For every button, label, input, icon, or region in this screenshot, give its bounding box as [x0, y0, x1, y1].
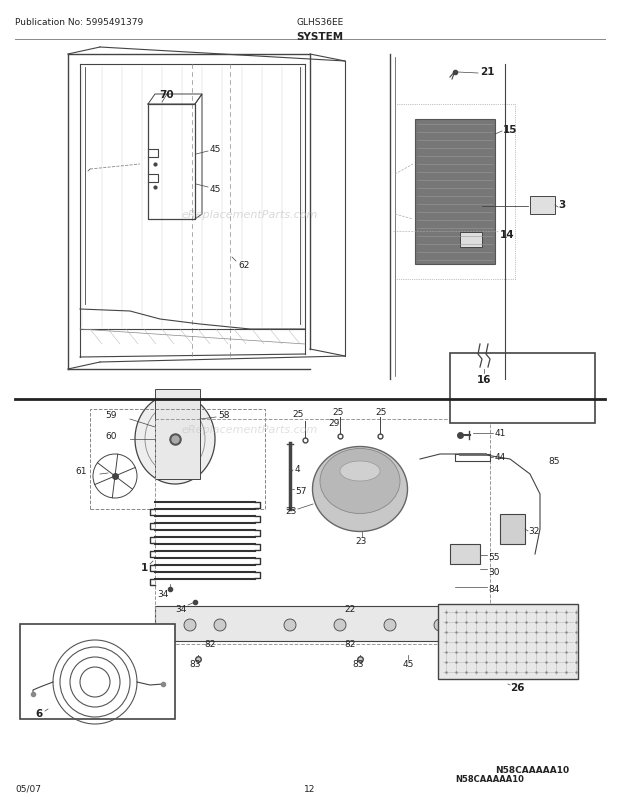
Text: Publication No: 5995491379: Publication No: 5995491379	[15, 18, 143, 27]
Text: 70: 70	[160, 90, 174, 100]
Bar	[460, 233, 482, 248]
Text: 61: 61	[75, 467, 87, 476]
Text: 44: 44	[495, 453, 507, 462]
Text: 12: 12	[304, 784, 316, 793]
Circle shape	[334, 619, 346, 631]
Bar	[415, 119, 495, 265]
Text: 29: 29	[329, 419, 340, 427]
Text: 25: 25	[332, 407, 343, 416]
Text: 58: 58	[218, 411, 229, 420]
Bar	[155, 390, 200, 480]
Circle shape	[434, 619, 446, 631]
Text: 83: 83	[352, 660, 364, 669]
Text: GLHS36EE: GLHS36EE	[296, 18, 343, 27]
Bar	[90, 410, 265, 509]
Text: 15: 15	[503, 125, 518, 135]
Text: 30: 30	[488, 568, 500, 577]
Text: 41: 41	[495, 429, 507, 438]
Text: N58CAAAAA10: N58CAAAAA10	[495, 765, 569, 774]
Text: 59: 59	[105, 411, 117, 420]
Bar	[155, 606, 495, 642]
Text: 57: 57	[295, 487, 306, 496]
Circle shape	[184, 619, 196, 631]
Text: 45: 45	[210, 145, 221, 154]
Bar	[530, 196, 555, 215]
Text: 1: 1	[141, 562, 148, 573]
Text: 82: 82	[205, 640, 216, 649]
Text: 4: 4	[295, 465, 301, 474]
Text: eReplacementParts.com: eReplacementParts.com	[182, 210, 318, 220]
Text: 23: 23	[355, 537, 366, 546]
Text: 84: 84	[488, 585, 499, 593]
Text: 45: 45	[402, 660, 414, 669]
Text: 32: 32	[528, 527, 539, 536]
Ellipse shape	[312, 447, 407, 532]
Text: 6: 6	[35, 708, 42, 718]
Text: 83: 83	[189, 660, 201, 669]
Ellipse shape	[135, 395, 215, 484]
Ellipse shape	[340, 461, 380, 481]
Text: 16: 16	[477, 375, 491, 384]
Text: 23: 23	[285, 507, 296, 516]
Bar	[155, 419, 490, 644]
Bar	[20, 624, 175, 719]
Text: 25: 25	[292, 410, 304, 419]
Text: 26: 26	[510, 683, 525, 692]
Text: 21: 21	[480, 67, 495, 77]
Text: 45: 45	[210, 185, 221, 194]
Text: 3: 3	[558, 200, 565, 210]
Bar	[450, 354, 595, 423]
Text: 82: 82	[344, 640, 356, 649]
Text: 14: 14	[500, 229, 515, 240]
Text: 55: 55	[488, 553, 500, 561]
Text: 25: 25	[375, 407, 386, 416]
Text: eReplacementParts.com: eReplacementParts.com	[182, 424, 318, 435]
Text: 34: 34	[175, 605, 187, 614]
Text: 60: 60	[105, 432, 117, 441]
Bar	[438, 604, 578, 679]
Circle shape	[284, 619, 296, 631]
Ellipse shape	[320, 449, 400, 514]
Text: SYSTEM: SYSTEM	[296, 32, 343, 42]
Bar	[450, 545, 480, 565]
Text: 22: 22	[344, 605, 356, 614]
Text: 85: 85	[548, 457, 559, 466]
Text: 05/07: 05/07	[15, 784, 41, 793]
Circle shape	[214, 619, 226, 631]
Text: N58CAAAAA10: N58CAAAAA10	[456, 774, 525, 783]
Text: 34: 34	[157, 589, 169, 599]
Bar	[500, 514, 525, 545]
Circle shape	[384, 619, 396, 631]
Text: 62: 62	[238, 260, 249, 269]
